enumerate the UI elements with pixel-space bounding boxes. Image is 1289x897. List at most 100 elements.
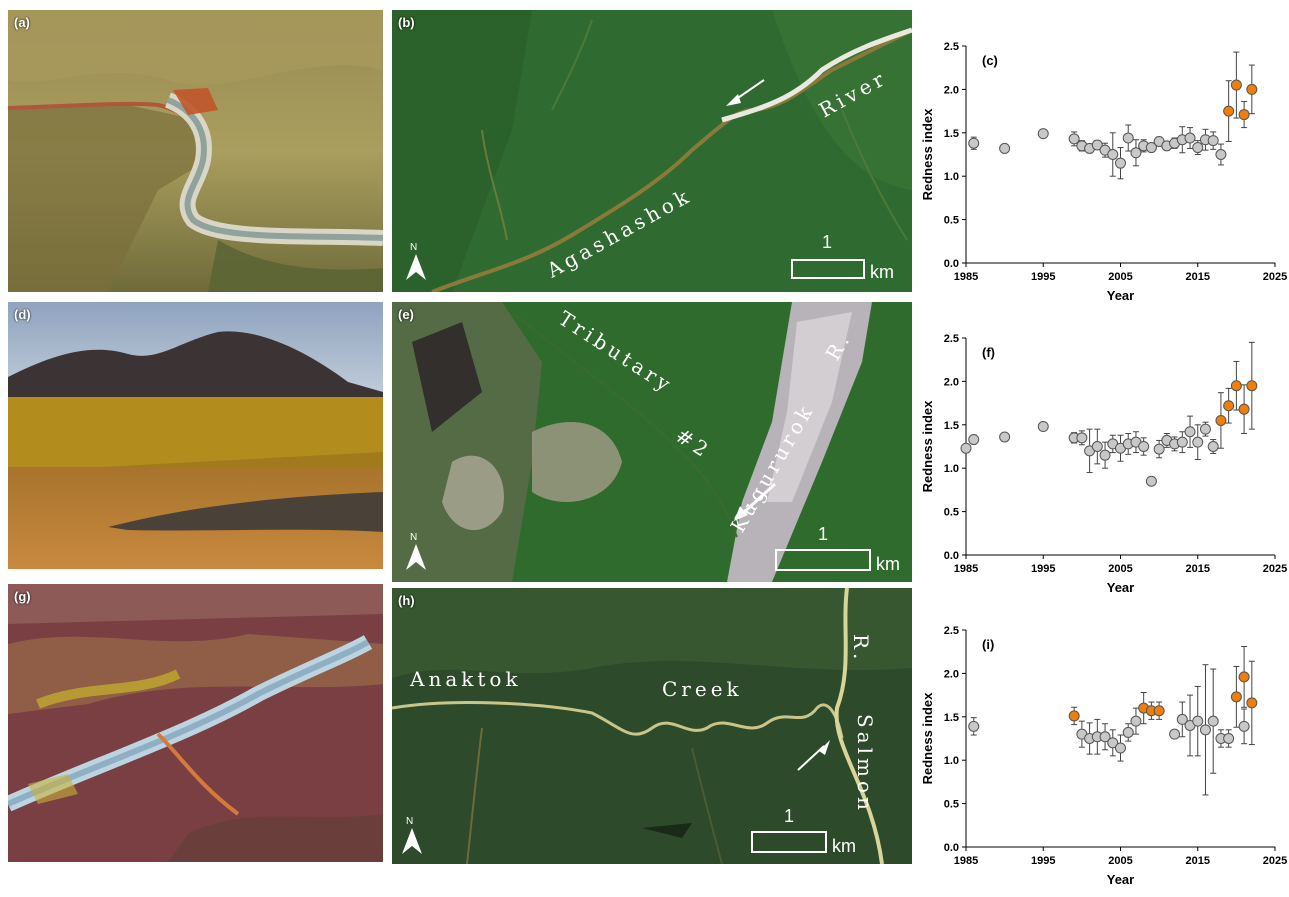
data-point — [1199, 423, 1211, 435]
data-point-red — [1246, 83, 1258, 95]
x-tick-label: 1985 — [954, 855, 978, 867]
data-point — [999, 431, 1011, 443]
data-point — [1207, 135, 1219, 147]
x-tick-label: 2005 — [1108, 563, 1132, 575]
chart-panel-label: (c) — [982, 53, 998, 68]
north-arrow-icon — [406, 544, 426, 570]
map-e-scale-value: 1 — [818, 524, 828, 544]
data-point — [960, 442, 972, 454]
data-point-red — [1215, 414, 1227, 426]
data-point — [1099, 449, 1111, 461]
map-e-scale-unit: km — [876, 554, 900, 574]
map-e-scale-bar — [775, 549, 871, 571]
satellite-map-e-image: Tributary #2 Kugururok R. N 1 km — [392, 302, 912, 582]
data-point — [1099, 731, 1111, 743]
data-point-red — [1230, 79, 1242, 91]
y-tick-label: 1.0 — [944, 463, 959, 475]
x-tick-label: 1995 — [1031, 271, 1055, 283]
data-point — [1145, 475, 1157, 487]
data-point — [1176, 436, 1188, 448]
data-point — [1115, 742, 1126, 754]
x-tick-label: 2015 — [1186, 563, 1210, 575]
data-point — [1091, 139, 1103, 151]
map-h-label-salmon: Salmon — [853, 714, 877, 814]
data-point-red — [1238, 109, 1250, 121]
data-point — [1169, 728, 1181, 740]
photo-d-orange-stream: (d) — [8, 302, 383, 569]
panel-label-e: (e) — [398, 307, 414, 322]
y-tick-label: 1.5 — [944, 712, 959, 724]
x-tick-label: 2005 — [1108, 855, 1132, 867]
x-axis-label: Year — [1107, 872, 1134, 887]
data-point-red — [1153, 705, 1165, 717]
data-point-red — [1238, 403, 1250, 415]
data-point-red — [1230, 691, 1242, 703]
x-tick-label: 2015 — [1186, 271, 1210, 283]
data-point — [1199, 724, 1211, 736]
photo-a-image — [8, 10, 383, 292]
y-tick-label: 0.5 — [944, 215, 959, 227]
y-axis-label: Redness index — [920, 108, 935, 201]
data-point-red — [1223, 400, 1235, 412]
data-point — [1138, 441, 1150, 452]
data-point — [1068, 133, 1080, 145]
north-arrow-icon — [402, 828, 422, 854]
data-point — [999, 142, 1011, 154]
y-tick-label: 2.5 — [944, 333, 959, 345]
data-point — [1207, 441, 1219, 452]
data-point — [1176, 713, 1188, 725]
x-tick-label: 2025 — [1263, 563, 1287, 575]
data-point — [1192, 715, 1204, 727]
x-axis-label: Year — [1107, 580, 1134, 595]
data-point — [1076, 432, 1088, 444]
data-point — [1184, 132, 1196, 144]
data-point — [1122, 132, 1134, 144]
data-point — [1215, 149, 1227, 160]
data-point — [968, 137, 980, 149]
map-h-label-anaktok: Anaktok — [409, 667, 522, 691]
chart-i-svg: 0.0 0.5 1.0 1.5 2.0 2.5 1985 1995 2005 2015 2025 Ye… — [920, 625, 1287, 887]
data-point — [968, 720, 980, 732]
data-point — [1238, 720, 1250, 732]
x-tick-label: 1985 — [954, 563, 978, 575]
panel-label-g: (g) — [14, 589, 31, 604]
map-h-scale-unit: km — [832, 836, 856, 856]
chart-f: 0.0 0.5 1.0 1.5 2.0 2.5 1985 1995 2005 2015 2025 Ye… — [918, 298, 1289, 598]
x-tick-label: 1995 — [1031, 855, 1055, 867]
data-point — [1037, 421, 1049, 433]
data-point-red — [1238, 671, 1250, 683]
x-tick-label: 2025 — [1263, 855, 1287, 867]
photo-a-river-aerial: (a) — [8, 10, 383, 292]
chart-c: 0.0 0.5 1.0 1.5 2.0 2.5 1985 1995 2005 2015 2025 Ye… — [918, 6, 1289, 306]
satellite-map-h-image: Anaktok Creek Salmon R. N 1 km — [392, 588, 912, 864]
y-tick-label: 1.5 — [944, 128, 959, 140]
map-b-scale-unit: km — [870, 262, 894, 282]
chart-f-svg: 0.0 0.5 1.0 1.5 2.0 2.5 1985 1995 2005 2015 2025 Ye… — [920, 333, 1287, 595]
map-h-label-r: R. — [849, 634, 873, 663]
map-b-north-label: N — [410, 242, 417, 253]
x-tick-label: 2005 — [1108, 271, 1132, 283]
photo-g-tundra-stream: (g) — [8, 584, 383, 862]
satellite-map-b-image: Agashashok River N 1 km — [392, 10, 912, 292]
y-tick-label: 2.5 — [944, 625, 959, 637]
y-tick-label: 1.0 — [944, 171, 959, 183]
data-point — [1130, 147, 1142, 159]
data-point — [1223, 733, 1235, 744]
x-tick-label: 2025 — [1263, 271, 1287, 283]
x-tick-label: 2015 — [1186, 855, 1210, 867]
data-point — [1122, 726, 1134, 738]
data-point-red — [1068, 710, 1080, 722]
y-tick-label: 0.5 — [944, 799, 959, 811]
y-tick-label: 2.0 — [944, 376, 959, 388]
y-tick-label: 1.0 — [944, 755, 959, 767]
satellite-map-h: Anaktok Creek Salmon R. N 1 km (h) — [392, 588, 912, 864]
chart-panel-label: (i) — [982, 637, 994, 652]
y-tick-label: 2.0 — [944, 668, 959, 680]
data-point — [1145, 142, 1157, 154]
satellite-map-e: Tributary #2 Kugururok R. N 1 km (e) — [392, 302, 912, 582]
y-tick-label: 1.5 — [944, 420, 959, 432]
x-tick-label: 1995 — [1031, 563, 1055, 575]
map-h-north-label: N — [406, 816, 413, 827]
y-tick-label: 0.0 — [944, 258, 959, 270]
x-tick-label: 1985 — [954, 271, 978, 283]
